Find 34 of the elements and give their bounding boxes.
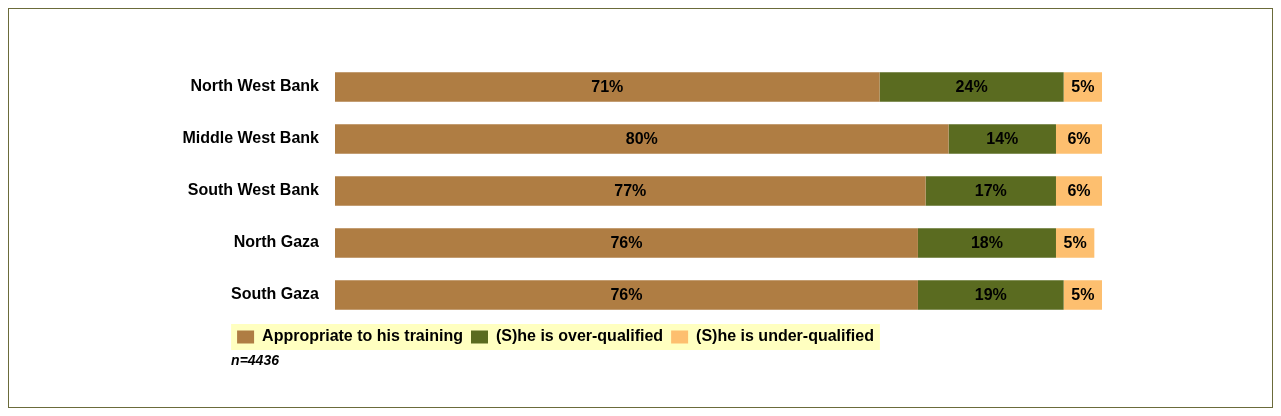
data-label: 19%: [974, 286, 1007, 304]
bar: [335, 228, 918, 258]
data-label: 71%: [591, 78, 624, 96]
data-label: 24%: [955, 78, 988, 96]
legend-label: (S)he is over-qualified: [495, 327, 664, 345]
data-label: 76%: [610, 234, 643, 252]
bar: [948, 124, 1056, 154]
data-label: 80%: [625, 130, 658, 148]
text: n=4436: [231, 351, 280, 368]
y-tick-label: North Gaza: [233, 233, 320, 251]
data-label: 6%: [1067, 130, 1091, 148]
bar: [879, 72, 1064, 102]
legend-label: (S)he is under-qualified: [696, 327, 874, 345]
data-label: 77%: [614, 182, 647, 200]
y-tick-label: North West Bank: [190, 77, 320, 95]
data-label: 5%: [1071, 286, 1095, 304]
data-label: 76%: [610, 286, 643, 304]
legend-label: Appropriate to his training: [262, 327, 463, 345]
data-label: 14%: [986, 130, 1019, 148]
bar: [917, 280, 1064, 310]
y-tick-label: South Gaza: [230, 285, 320, 303]
data-label: 6%: [1067, 182, 1091, 200]
bar: [917, 228, 1056, 258]
y-tick-label: Middle West Bank: [182, 129, 320, 147]
data-label: 5%: [1071, 78, 1095, 96]
bar: [335, 72, 880, 102]
data-label: 17%: [974, 182, 1007, 200]
data-label: 18%: [970, 234, 1003, 252]
bar: [335, 280, 918, 310]
y-tick-label: South West Bank: [187, 181, 320, 199]
bar: [925, 176, 1056, 206]
bar: [335, 176, 926, 206]
bar: [335, 124, 949, 154]
data-label: 5%: [1063, 234, 1087, 252]
